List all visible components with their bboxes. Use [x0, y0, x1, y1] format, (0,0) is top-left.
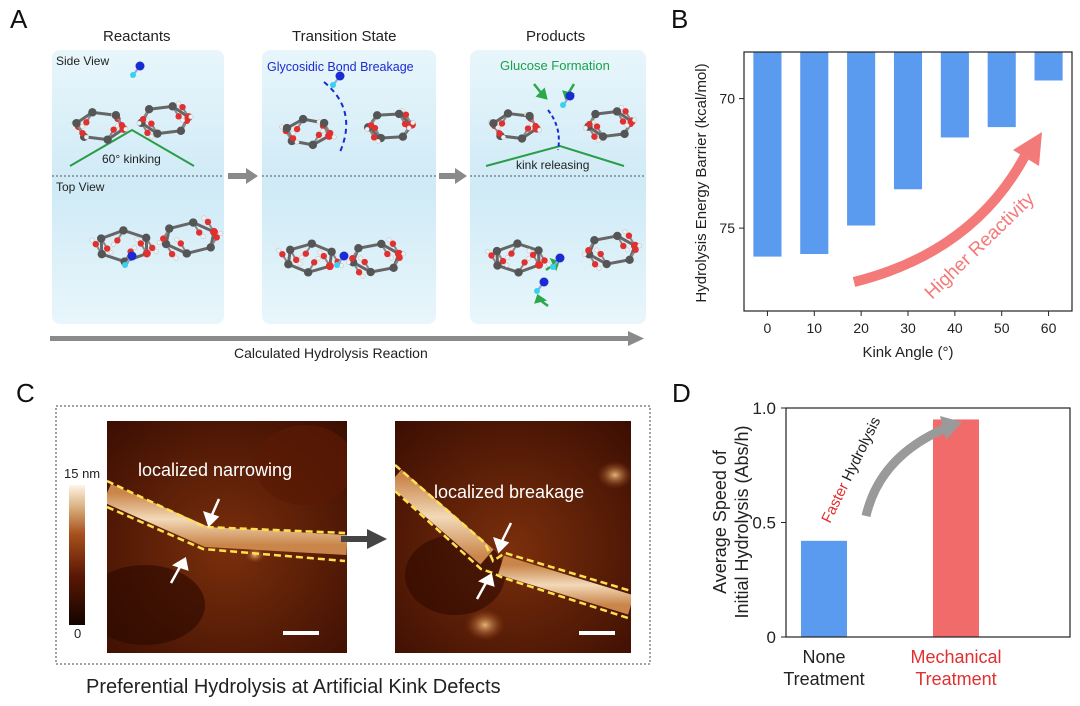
panel-a-figure — [50, 50, 646, 346]
kinking-label: 60° kinking — [102, 152, 161, 166]
category-label: None — [802, 647, 845, 667]
x-tick-label: 20 — [853, 320, 869, 336]
scale-max-label: 15 nm — [64, 466, 101, 481]
x-tick-label: 0 — [764, 320, 772, 336]
kink-releasing-label: kink releasing — [516, 158, 590, 172]
b-x-axis-title: Kink Angle (°) — [862, 344, 953, 361]
scale-bar — [579, 631, 615, 635]
breakage-label: localized breakage — [434, 482, 585, 502]
panel-label-b: B — [671, 4, 689, 34]
category-label: Treatment — [915, 669, 996, 689]
bar-kink-60 — [1034, 52, 1063, 81]
bar-kink-30 — [893, 52, 923, 190]
narrowing-label: localized narrowing — [138, 460, 293, 480]
molecule-models — [71, 61, 643, 294]
annotation-faster: Faster — [818, 480, 852, 526]
bar-kink-50 — [987, 52, 1016, 128]
bar-kink-0 — [753, 52, 782, 257]
d-y-axis-title-line1: Average Speed of — [710, 449, 730, 594]
y-tick-label: 75 — [719, 220, 735, 236]
white-arrow-icon — [169, 498, 513, 600]
y-tick-label: 70 — [719, 91, 735, 107]
afm-image-narrowing — [107, 421, 347, 653]
panel-c-caption: Preferential Hydrolysis at Artificial Ki… — [86, 676, 501, 698]
y-tick-label: 0.5 — [752, 514, 776, 533]
glucose-label: Glucose Formation — [500, 58, 610, 73]
x-tick-label: 50 — [994, 320, 1010, 336]
reaction-arrow-icon — [50, 331, 644, 346]
scale-bar — [283, 631, 319, 635]
side-view-label: Side View — [56, 54, 110, 68]
reaction-label: Calculated Hydrolysis Reaction — [234, 345, 428, 361]
transition-arrow-icon — [341, 529, 387, 549]
y-tick-label: 0 — [767, 628, 776, 647]
glycosidic-label: Glycosidic Bond Breakage — [267, 60, 414, 74]
panel-label-c: C — [16, 378, 35, 408]
bar-kink-10 — [800, 52, 829, 255]
y-tick-label: 1.0 — [752, 399, 776, 418]
stage-title-reactants: Reactants — [103, 28, 171, 45]
category-label: Mechanical — [910, 647, 1001, 667]
stage-arrow-icon — [228, 168, 467, 184]
bar-kink-40 — [940, 52, 969, 138]
afm-images — [55, 405, 651, 665]
x-tick-label: 40 — [947, 320, 963, 336]
bar-kink-20 — [847, 52, 876, 226]
products-box — [470, 50, 646, 324]
bar-none-treatment — [801, 540, 847, 637]
faster-hydrolysis-arrow-icon — [861, 416, 962, 518]
category-label: Treatment — [783, 669, 864, 689]
x-tick-label: 10 — [806, 320, 822, 336]
b-y-axis-title: Hydrolysis Energy Barrier (kcal/mol) — [693, 63, 710, 302]
stage-title-transition: Transition State — [292, 28, 397, 45]
kink-line — [69, 128, 195, 167]
panel-label-a: A — [10, 4, 28, 34]
color-scale-bar — [69, 485, 85, 625]
reactants-box — [52, 50, 224, 324]
x-tick-label: 30 — [900, 320, 916, 336]
svg-text:FasterHydrolysis: FasterHydrolysis — [818, 414, 884, 525]
annotation-hydrolysis: Hydrolysis — [839, 414, 885, 484]
hydrolysis-speed-chart: 00.51.0 NoneTreatmentMechanicalTreatment… — [710, 399, 1071, 689]
higher-reactivity-arrow-icon — [852, 132, 1042, 287]
scale-min-label: 0 — [74, 626, 82, 641]
stage-title-products: Products — [526, 28, 586, 45]
transition-box — [262, 50, 436, 324]
d-y-axis-title-line2: Initial Hydrolysis (Abs/h) — [732, 425, 752, 618]
bar-mechanical-treatment — [933, 419, 979, 637]
kink-release-line — [485, 144, 625, 167]
top-view-label: Top View — [56, 180, 105, 194]
afm-image-breakage — [395, 421, 631, 653]
x-tick-label: 60 — [1041, 320, 1057, 336]
panel-label-d: D — [672, 378, 691, 408]
